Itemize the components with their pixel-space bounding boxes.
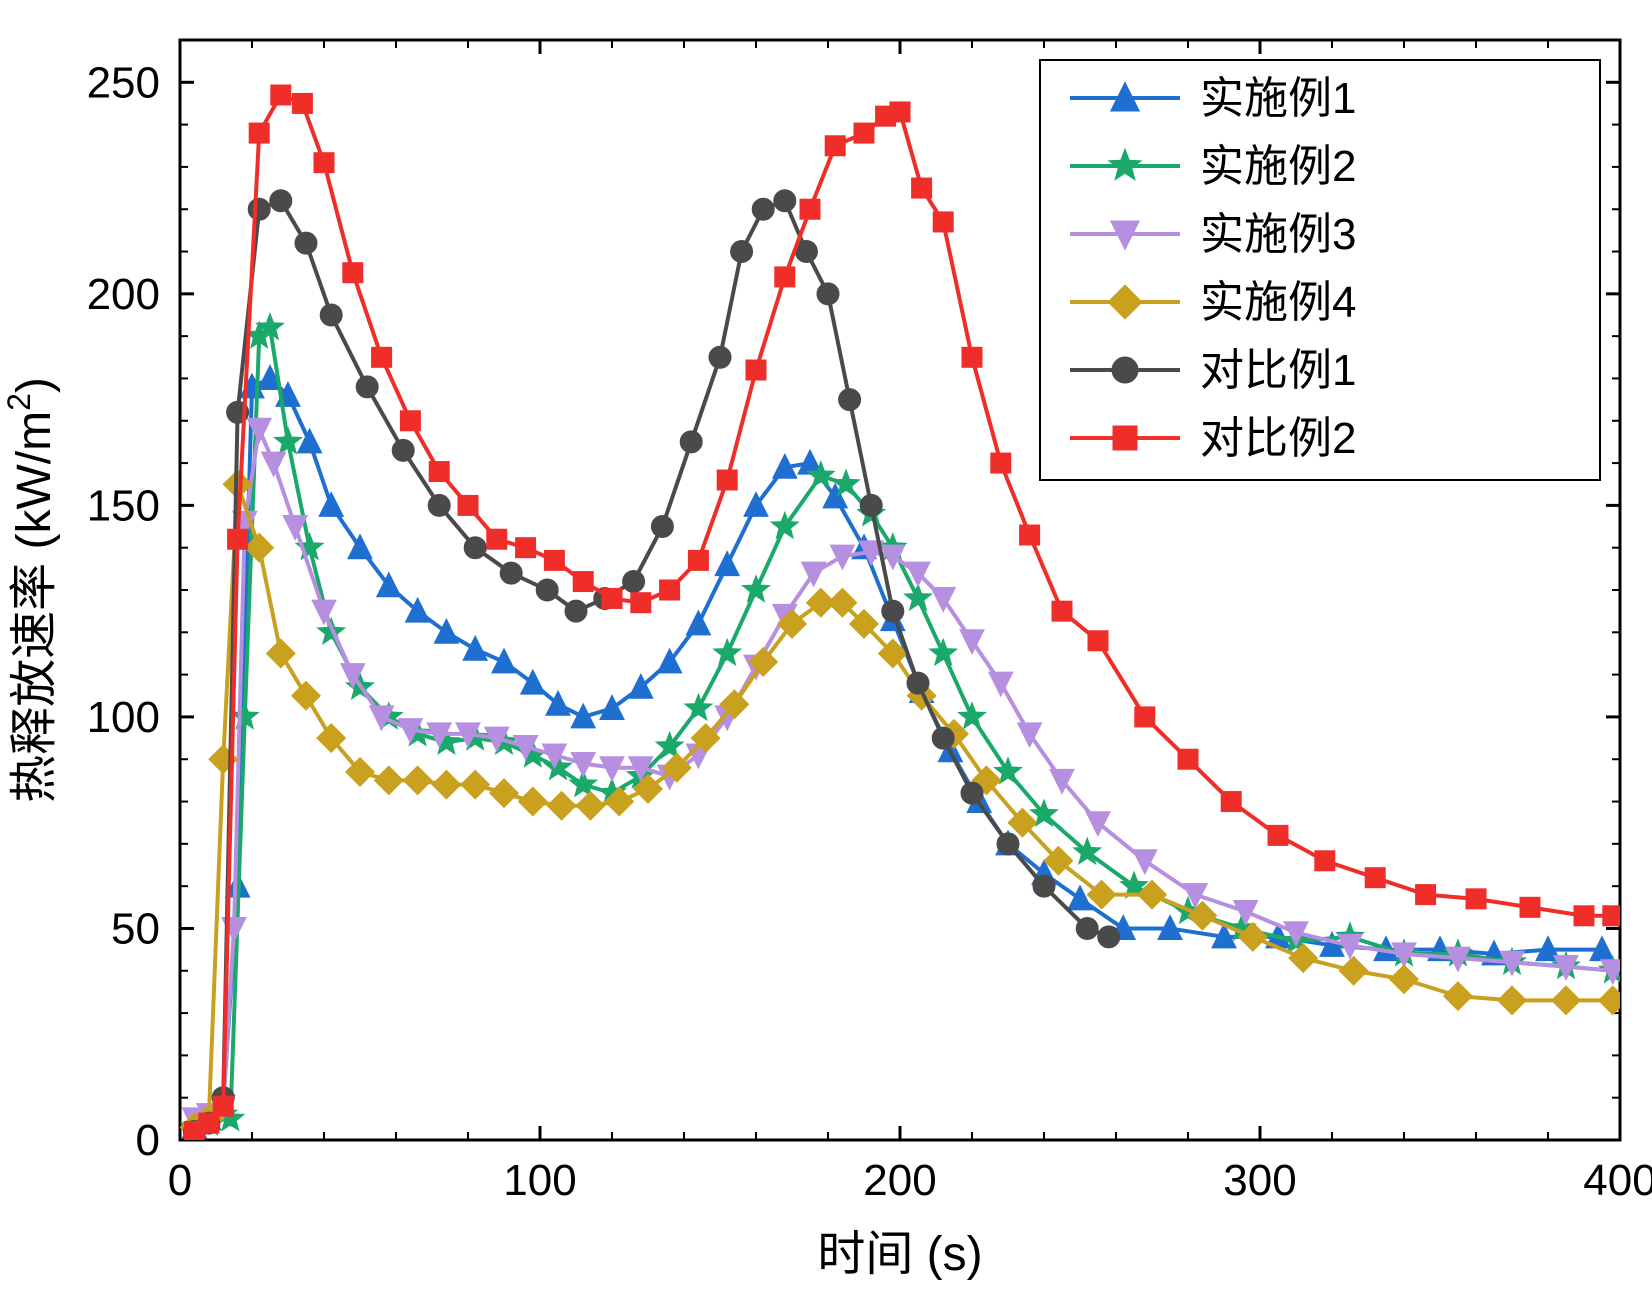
series-0 <box>182 365 1614 1138</box>
y-axis-label: 热释放速率 (kW/m2) <box>1 377 61 803</box>
x-tick-label: 0 <box>168 1156 192 1205</box>
legend: 实施例1 实施例2 实施例3 实施例4 对比例1 对比例2 <box>1040 60 1600 480</box>
x-tick-label: 200 <box>863 1156 936 1205</box>
legend-item-label: 实施例3 <box>1200 210 1356 259</box>
y-tick-label: 150 <box>87 481 160 530</box>
legend-item-label: 实施例4 <box>1200 278 1356 327</box>
y-tick-label: 50 <box>111 904 160 953</box>
legend-item-label: 实施例1 <box>1200 74 1356 123</box>
y-tick-label: 250 <box>87 58 160 107</box>
legend-item-label: 对比例2 <box>1200 414 1356 463</box>
y-tick-label: 100 <box>87 693 160 742</box>
series-4 <box>183 190 1119 1143</box>
series-2 <box>182 418 1625 1132</box>
legend-item-label: 对比例1 <box>1200 346 1356 395</box>
chart-svg: 0 100 200 300 400 0 50 100 150 200 250 时间 (s) 热释放速率 … <box>0 0 1652 1311</box>
legend-item-label: 实施例2 <box>1200 142 1356 191</box>
x-tick-label: 100 <box>503 1156 576 1205</box>
chart-container: 0 100 200 300 400 0 50 100 150 200 250 时间 (s) 热释放速率 … <box>0 0 1652 1311</box>
y-tick-label: 0 <box>136 1116 160 1165</box>
x-tick-label: 400 <box>1583 1156 1652 1205</box>
x-axis-label: 时间 (s) <box>817 1228 982 1281</box>
y-tick-label: 200 <box>87 270 160 319</box>
x-tick-label: 300 <box>1223 1156 1296 1205</box>
